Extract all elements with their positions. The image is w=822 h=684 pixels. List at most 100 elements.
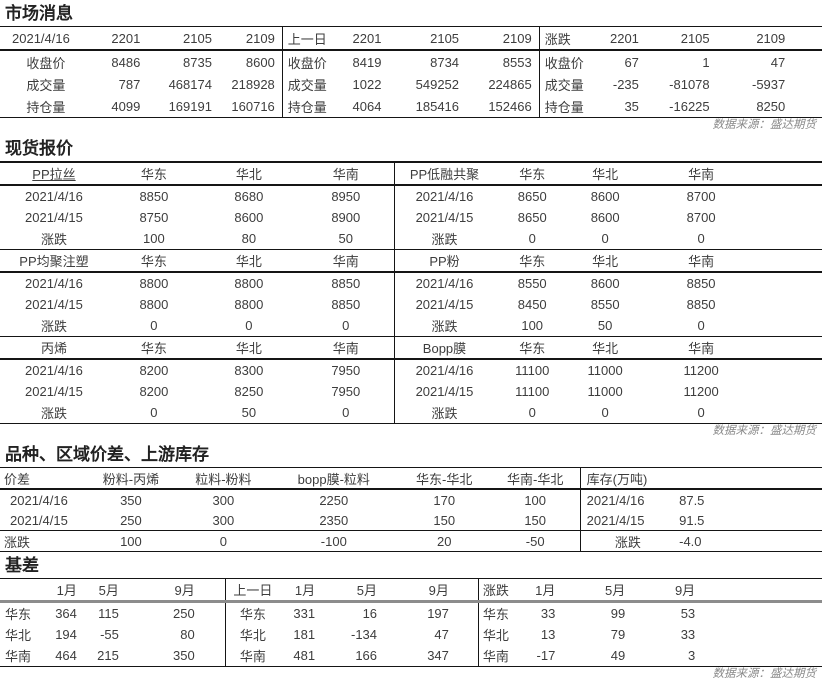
value-cell: -55 <box>100 627 119 642</box>
value-cell: 185416 <box>388 95 467 118</box>
value-cell: -17 <box>536 648 556 663</box>
column-header <box>708 579 822 603</box>
value-cell: 0 <box>494 228 571 250</box>
row-label: 2021/4/15 <box>10 512 68 528</box>
value-cell <box>762 272 822 294</box>
row-label: 2021/4/16 <box>25 189 83 204</box>
table-row: 2021/4/16 8850 8680 8950 <box>0 185 394 207</box>
value-cell: 8600 <box>245 54 275 70</box>
table-row: 成交量 -235 -81078 -5937 <box>539 73 822 95</box>
value-cell: 8486 <box>111 54 141 70</box>
spot-row-1: PP拉丝 华东 华北 华南 2021/4/16 8850 8680 8950 2021/4/15… <box>0 161 822 250</box>
value-cell: -4.0 <box>675 530 761 552</box>
value-cell: 53 <box>680 606 696 621</box>
header-row: 2021/4/16 2201 2105 2109 <box>0 26 282 51</box>
value-cell: 8735 <box>183 54 212 70</box>
value-cell: 8700 <box>686 189 716 204</box>
value-cell: 4064 <box>326 95 389 118</box>
table-row: 2021/4/16 8800 8800 8850 <box>0 272 394 294</box>
column-header: 1月 <box>280 579 329 603</box>
column-header: 华南 <box>297 250 394 273</box>
value-cell: 100 <box>84 530 177 552</box>
value-cell: 47 <box>434 627 449 642</box>
value-cell: 67 <box>624 54 639 70</box>
pp-homopolymer-injection-table: PP均聚注塑 华东 华北 华南 2021/4/16 8800 8800 8850 2021/4/… <box>0 250 394 337</box>
value-cell: 160716 <box>218 95 282 118</box>
table-row: 成交量 1022 549252 224865 <box>282 73 538 95</box>
value-cell: 11000 <box>587 363 623 378</box>
value-cell: 8850 <box>139 189 169 204</box>
row-label: 涨跌 <box>580 530 676 552</box>
value-cell: 0 <box>570 402 641 424</box>
row-label: 华南 <box>482 649 509 664</box>
column-header: 华东 <box>107 250 200 273</box>
section-basis: 基差 1月 5月 9月 华东 364 115 250 华北 194 -55 80 华南 464 215 35… <box>0 552 822 684</box>
column-header: 华北 <box>570 162 641 186</box>
row-label: 华东 <box>5 607 32 622</box>
value-cell: 350 <box>120 492 142 508</box>
table-row: 涨跌 100 0 -100 20 -50 <box>0 530 580 552</box>
value-cell: 2350 <box>319 512 349 528</box>
column-header: 1月 <box>516 579 569 603</box>
row-label: 成交量 <box>544 77 584 93</box>
column-header: bopp膜-粒料 <box>269 467 398 490</box>
value-cell: 8600 <box>590 276 620 291</box>
row-label: 涨跌 <box>0 402 108 424</box>
header-row: Bopp膜 华东 华北 华南 <box>394 337 822 360</box>
column-header <box>461 579 478 603</box>
column-header <box>207 579 225 603</box>
value-cell: 0 <box>640 315 763 337</box>
column-header: 华东 <box>494 337 571 360</box>
propylene-table: 丙烯 华东 华北 华南 2021/4/16 8200 8300 7950 2021/4/15 82… <box>0 337 394 424</box>
section-spread-inventory: 品种、区域价差、上游库存 价差 粉料-丙烯 粒料-粉料 bopp膜-粒料 华东-华北 华南… <box>0 441 822 552</box>
row-label: 华北 <box>482 628 509 643</box>
value-cell <box>760 489 822 510</box>
column-header: 上一日 <box>282 26 327 51</box>
value-cell: 50 <box>297 228 394 250</box>
value-cell: 8800 <box>234 297 264 312</box>
value-cell: 4099 <box>91 95 148 118</box>
row-label: 2021/4/16 <box>586 492 645 508</box>
bopp-film-table: Bopp膜 华东 华北 华南 2021/4/16 11100 11000 11200 2021/… <box>393 337 822 424</box>
value-cell: 0 <box>199 315 298 337</box>
column-header: PP低融共聚 <box>394 162 495 186</box>
value-cell: 8600 <box>234 210 264 225</box>
value-cell <box>762 185 822 207</box>
value-cell: 16 <box>362 606 378 621</box>
table-row: 华东 33 99 53 <box>478 602 822 625</box>
table-row: 华南 -17 49 3 <box>478 645 822 666</box>
value-cell: 80 <box>199 228 298 250</box>
value-cell: 150 <box>433 512 456 528</box>
column-header: 华北 <box>570 337 641 360</box>
value-cell <box>762 228 822 250</box>
value-cell: 8800 <box>139 276 169 291</box>
value-cell <box>792 50 822 73</box>
column-header: 2109 <box>218 26 282 51</box>
market-news-title: 市场消息 <box>5 4 73 23</box>
table-row: 涨跌 100 80 50 <box>0 228 394 250</box>
value-cell <box>762 294 822 315</box>
value-cell: 8450 <box>517 297 547 312</box>
row-label: 2021/4/16 <box>25 363 83 378</box>
value-cell: 99 <box>610 606 626 621</box>
value-cell: 250 <box>120 512 142 528</box>
value-cell: 8250 <box>234 384 264 399</box>
row-label: 华北 <box>239 628 266 643</box>
row-label: 收盘价 <box>544 55 584 71</box>
table-row: 涨跌 0 0 0 <box>394 402 822 424</box>
value-cell: 100 <box>107 228 200 250</box>
column-header: 5月 <box>328 579 391 603</box>
column-header: 价差 <box>0 467 85 490</box>
value-cell: 50 <box>570 315 641 337</box>
row-label: 2021/4/15 <box>25 297 83 312</box>
column-header: 2021/4/16 <box>0 26 92 51</box>
futures-today-table: 2021/4/16 2201 2105 2109 收盘价 8486 8735 8600 成交量 7… <box>0 26 282 118</box>
value-cell: 13 <box>540 627 556 642</box>
value-cell: 8680 <box>234 189 264 204</box>
row-label: 华东 <box>482 607 509 622</box>
column-header: 华南 <box>640 250 763 273</box>
header-row: 涨跌 1月 5月 9月 <box>478 579 822 603</box>
table-row: 2021/4/15 91.5 <box>580 510 822 531</box>
column-header: 华北 <box>199 250 298 273</box>
value-cell: 115 <box>98 606 119 621</box>
